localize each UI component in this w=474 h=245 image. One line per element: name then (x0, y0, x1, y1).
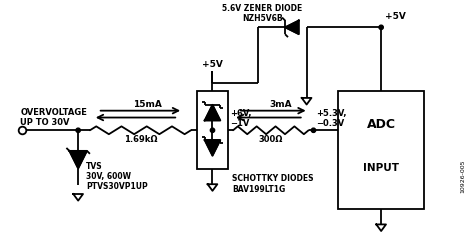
Text: 1.69kΩ: 1.69kΩ (124, 135, 157, 144)
Circle shape (76, 128, 80, 133)
Polygon shape (205, 105, 220, 121)
Text: OVERVOLTAGE
UP TO 30V: OVERVOLTAGE UP TO 30V (20, 108, 87, 127)
Text: TVS
30V, 600W
PTVS30VP1UP: TVS 30V, 600W PTVS30VP1UP (86, 162, 148, 191)
Polygon shape (69, 151, 87, 169)
Text: 15mA: 15mA (133, 100, 162, 109)
Circle shape (311, 128, 316, 133)
Text: INPUT: INPUT (363, 162, 399, 172)
Circle shape (210, 128, 215, 133)
Circle shape (379, 25, 383, 29)
Polygon shape (205, 140, 220, 156)
Text: 5.6V ZENER DIODE
NZH5V6B: 5.6V ZENER DIODE NZH5V6B (222, 4, 302, 24)
Text: +5.3V,
−0.3V: +5.3V, −0.3V (317, 109, 347, 128)
Text: SCHOTTKY DIODES
BAV199LT1G: SCHOTTKY DIODES BAV199LT1G (232, 174, 314, 194)
Polygon shape (285, 21, 299, 34)
Text: +6V,
−1V: +6V, −1V (230, 109, 252, 128)
Text: +5V: +5V (202, 61, 223, 70)
Text: 300Ω: 300Ω (259, 135, 283, 144)
Text: +5V: +5V (385, 12, 406, 22)
Text: 3mA: 3mA (269, 100, 292, 109)
Text: 10926-005: 10926-005 (460, 159, 465, 193)
Bar (338, 91, 424, 209)
Text: ADC: ADC (366, 118, 396, 131)
Bar (197, 91, 228, 170)
